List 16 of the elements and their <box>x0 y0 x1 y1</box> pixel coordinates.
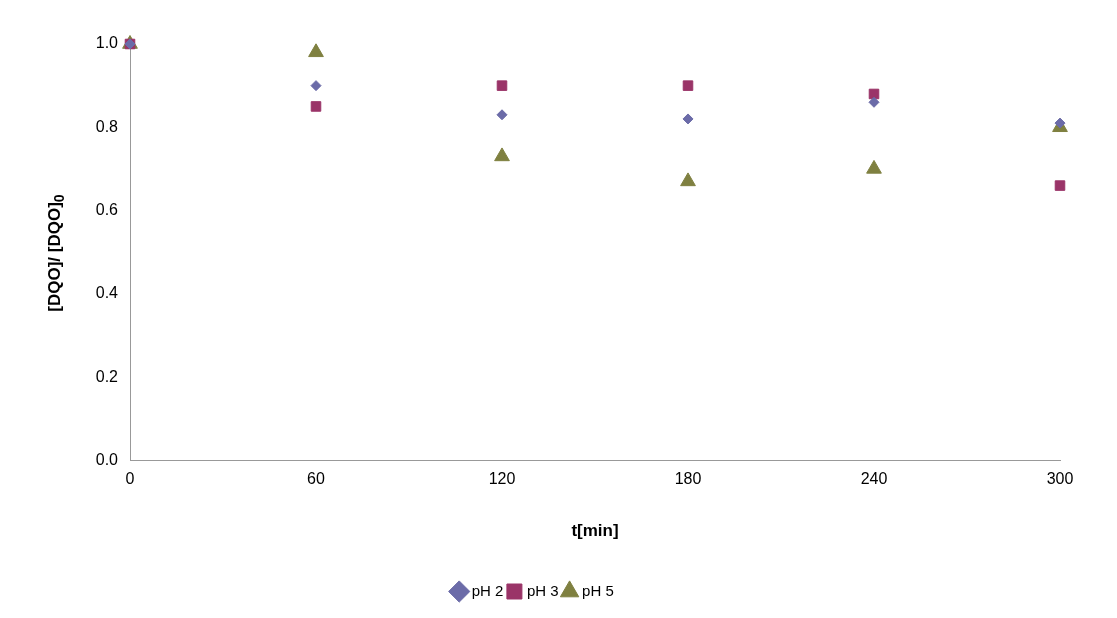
x-tick-label: 240 <box>860 470 888 488</box>
y-tick-label: 0.0 <box>95 450 119 468</box>
x-tick-label: 120 <box>488 470 516 488</box>
x-axis-title: t[min] <box>571 521 619 541</box>
y-tick-label: 0.2 <box>95 367 119 385</box>
legend-label: pH 5 <box>582 581 614 599</box>
y-tick-label: 0.4 <box>95 284 119 302</box>
x-tick-label: 180 <box>674 470 702 488</box>
legend-label: pH 3 <box>526 581 559 599</box>
y-tick-label: 0.6 <box>95 200 119 218</box>
y-tick-label: 1.0 <box>95 34 119 52</box>
y-tick-label: 0.8 <box>95 117 119 135</box>
x-tick-label: 300 <box>1046 470 1074 488</box>
legend-label: pH 2 <box>471 581 504 599</box>
x-tick-label: 60 <box>307 470 325 488</box>
x-tick-label: 0 <box>125 470 135 488</box>
